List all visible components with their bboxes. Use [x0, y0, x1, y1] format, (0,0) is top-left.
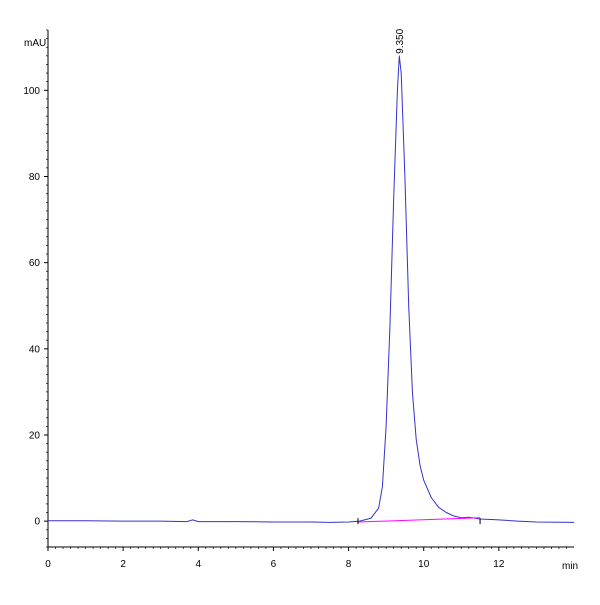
y-tick-label: 20 [29, 430, 41, 441]
y-unit-label: mAU [24, 38, 46, 49]
x-tick-label: 2 [120, 559, 126, 570]
y-tick-label: 100 [23, 86, 40, 97]
x-unit-label: min [562, 561, 578, 572]
y-tick-label: 60 [29, 258, 41, 269]
x-tick-label: 4 [196, 559, 202, 570]
peak-label: 9.350 [395, 28, 406, 53]
series-layer [48, 55, 575, 523]
y-tick-label: 0 [34, 517, 40, 528]
baseline-line [357, 517, 481, 523]
x-tick-label: 0 [45, 559, 51, 570]
x-tick-label: 8 [346, 559, 352, 570]
x-tick-label: 6 [271, 559, 277, 570]
signal-trace-line [48, 55, 575, 523]
annotations: 9.350 [357, 28, 481, 525]
y-tick-label: 40 [29, 344, 41, 355]
x-tick-label: 10 [418, 559, 430, 570]
axes: 0 20 40 60 80 100 0 2 4 6 8 10 12 [23, 29, 574, 570]
y-tick-label: 80 [29, 172, 41, 183]
x-tick-label: 12 [493, 559, 505, 570]
